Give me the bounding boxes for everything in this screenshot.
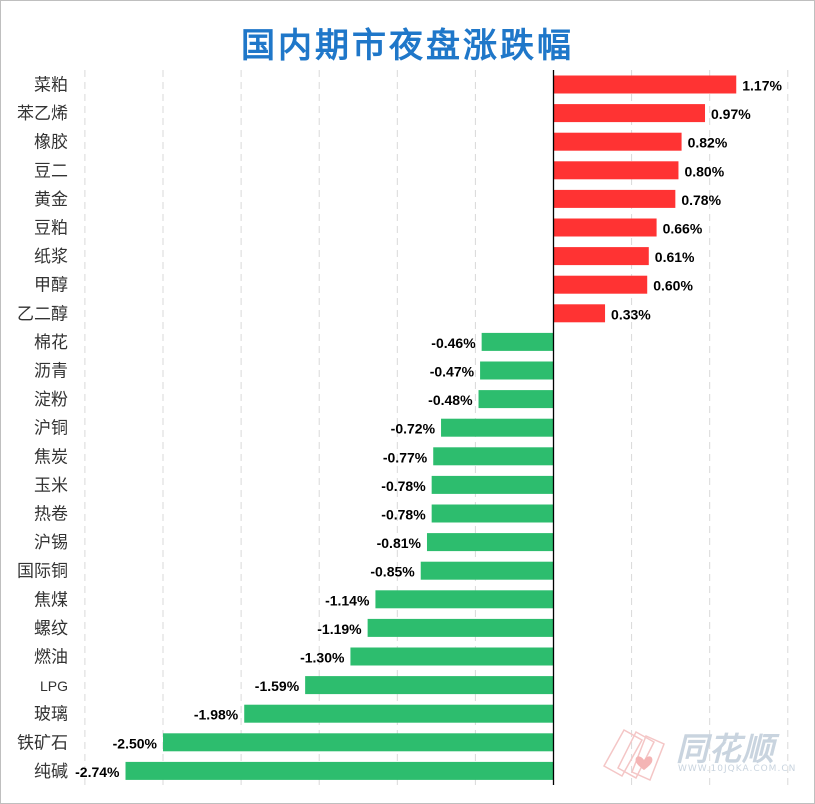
category-label: 燃油	[34, 648, 68, 668]
category-label: 螺纹	[34, 619, 68, 639]
value-label: 1.17%	[742, 78, 782, 94]
bar	[426, 533, 554, 552]
bar	[553, 104, 706, 123]
value-label: 0.66%	[663, 221, 703, 237]
category-label: 棉花	[34, 333, 68, 353]
value-label: -2.50%	[113, 735, 158, 751]
category-label: 热卷	[34, 505, 68, 525]
watermark-brand: 同花顺	[676, 730, 776, 768]
bar	[367, 618, 554, 637]
value-label: -0.81%	[377, 535, 422, 551]
chart-title: 国内期市夜盘涨跌幅	[241, 26, 574, 66]
bar	[481, 332, 554, 351]
value-label: -0.48%	[428, 392, 473, 408]
category-label: 纸浆	[34, 247, 68, 267]
bar	[553, 132, 682, 151]
value-label: -2.74%	[75, 764, 120, 780]
value-label: -0.72%	[391, 421, 436, 437]
value-label: 0.97%	[711, 106, 751, 122]
bar	[163, 733, 554, 752]
category-label: 菜粕	[34, 76, 68, 96]
bar	[553, 247, 649, 266]
bar	[478, 390, 554, 409]
value-label: 0.82%	[688, 135, 728, 151]
value-label: -1.19%	[317, 621, 362, 637]
value-label: 0.60%	[653, 278, 693, 294]
category-label: 纯碱	[34, 762, 68, 782]
bar	[553, 275, 648, 294]
value-label: -1.14%	[325, 592, 370, 608]
category-label: 玻璃	[34, 705, 68, 725]
bar	[553, 161, 679, 180]
category-label: 沪铜	[34, 419, 68, 439]
category-label: 铁矿石	[17, 733, 68, 753]
watermark: 同花顺 WWW.10JQKA.COM.CN	[596, 722, 796, 782]
category-label: 沥青	[34, 362, 68, 382]
category-label: 焦炭	[34, 447, 68, 467]
bar	[431, 475, 554, 494]
value-label: -0.78%	[381, 478, 426, 494]
bar	[125, 761, 554, 780]
value-label: -0.77%	[383, 449, 428, 465]
watermark-url: WWW.10JQKA.COM.CN	[678, 764, 797, 774]
category-label: 橡胶	[34, 133, 68, 153]
category-label: 苯乙烯	[17, 104, 68, 124]
category-label: 甲醇	[34, 276, 68, 296]
bar	[553, 189, 676, 208]
bar	[553, 218, 657, 237]
category-label: LPG	[40, 678, 68, 694]
bar	[420, 561, 554, 580]
category-label: 玉米	[34, 476, 68, 496]
value-label: -1.30%	[300, 650, 345, 666]
value-label: 0.61%	[655, 249, 695, 265]
value-label: -1.98%	[194, 707, 239, 723]
value-label: 0.78%	[681, 192, 721, 208]
category-label: 国际铜	[17, 562, 68, 582]
value-label: -0.47%	[430, 364, 475, 380]
value-label: -0.85%	[370, 564, 415, 580]
category-label: 豆粕	[34, 219, 68, 239]
category-label: 沪锡	[34, 533, 68, 553]
bar	[553, 75, 737, 94]
category-label: 淀粉	[34, 390, 68, 410]
bar	[431, 504, 554, 523]
category-label: 乙二醇	[17, 304, 68, 324]
bar	[350, 647, 554, 666]
value-label: 0.33%	[611, 306, 651, 322]
bar	[553, 304, 606, 323]
value-label: -1.59%	[255, 678, 300, 694]
bar	[480, 361, 554, 380]
category-label: 黄金	[34, 190, 68, 210]
playing-card-logo-icon	[602, 728, 665, 782]
value-label: 0.80%	[684, 163, 724, 179]
bar	[441, 418, 554, 437]
bar	[433, 447, 554, 466]
value-label: -0.46%	[431, 335, 476, 351]
bar	[244, 704, 554, 723]
bar	[305, 676, 554, 695]
category-label: 豆二	[34, 161, 68, 181]
bar	[375, 590, 554, 609]
category-label: 焦煤	[34, 590, 68, 610]
value-label: -0.78%	[381, 507, 426, 523]
